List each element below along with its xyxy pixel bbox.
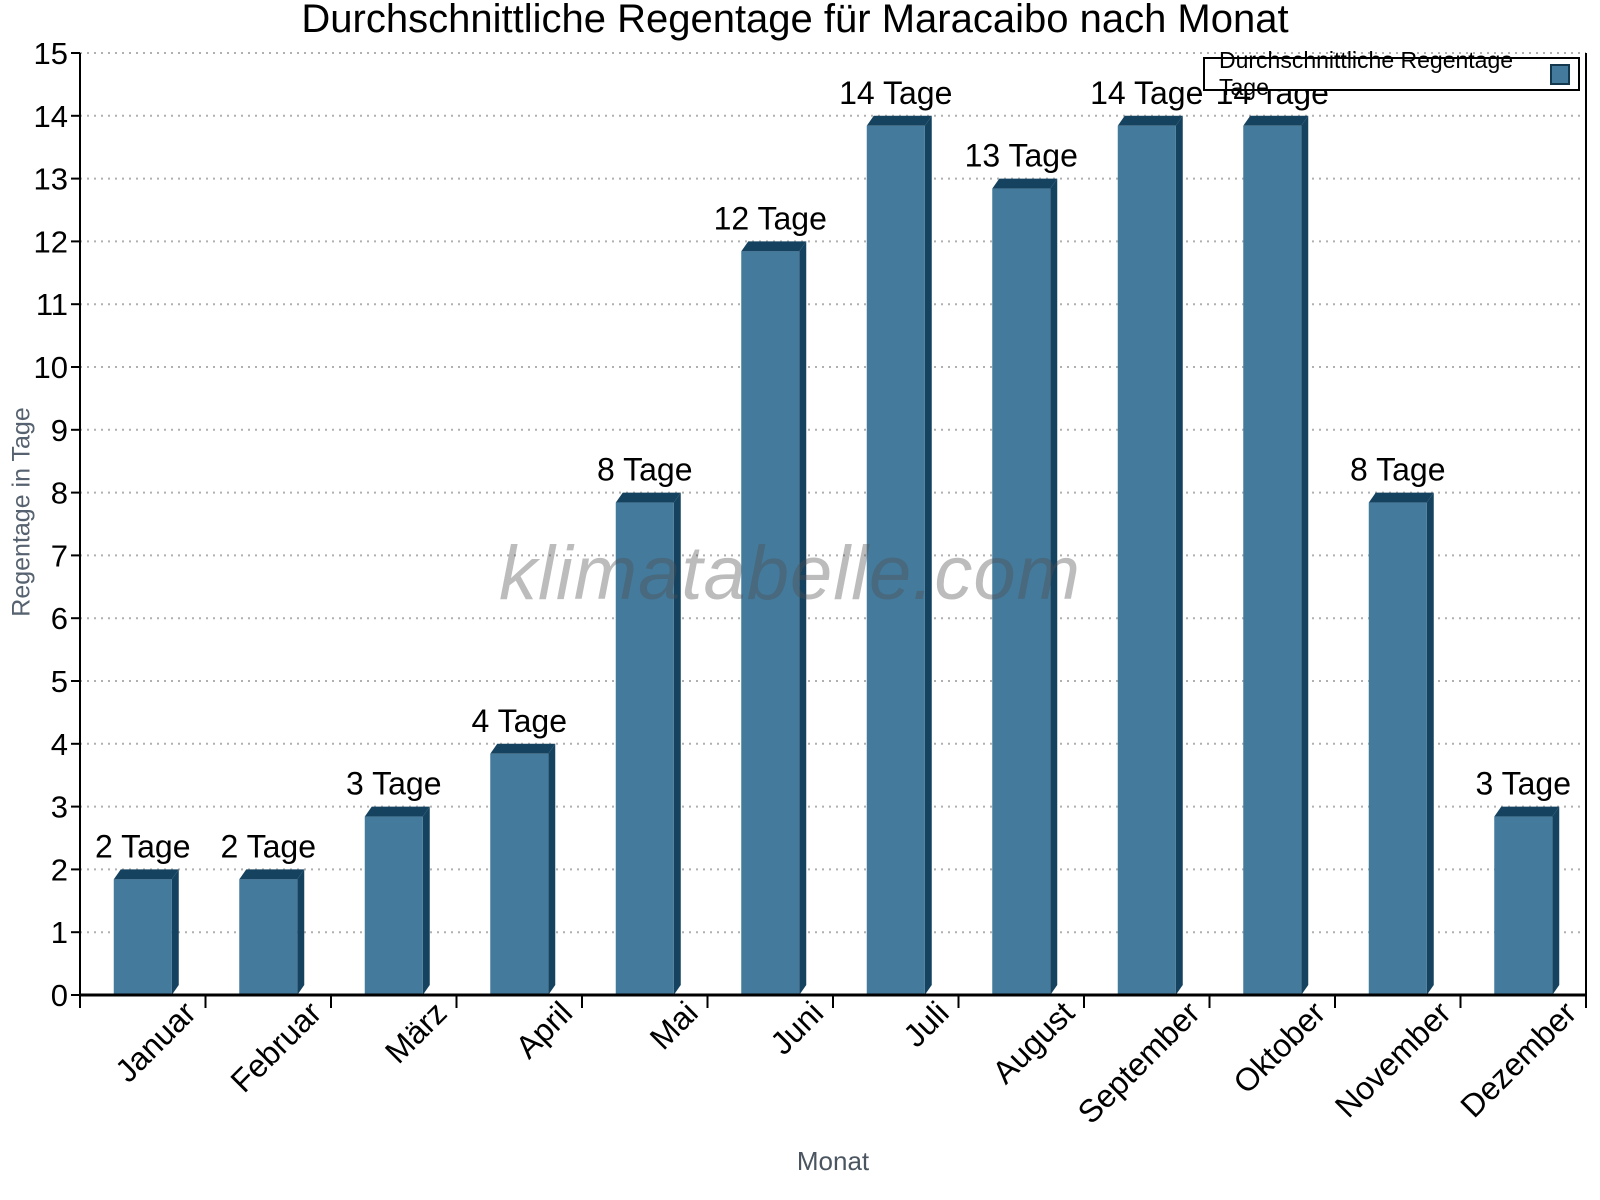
bar xyxy=(866,125,925,996)
x-category-label: November xyxy=(1328,994,1458,1124)
y-tick-label: 14 xyxy=(34,99,68,134)
x-category-label: Januar xyxy=(108,994,203,1089)
bar-top-face xyxy=(866,115,932,126)
legend-box: Durchschnittliche Regentage Tage xyxy=(1203,47,1580,100)
y-tick-label: 2 xyxy=(51,852,68,887)
x-category-label: Februar xyxy=(224,994,329,1099)
y-tick-label: 10 xyxy=(34,350,68,385)
y-tick-label: 15 xyxy=(34,36,68,71)
bar xyxy=(239,879,298,995)
bar-value-label: 3 Tage xyxy=(346,766,442,802)
chart-title: Durchschnittliche Regentage für Maracaib… xyxy=(301,0,1289,41)
bar-value-label: 4 Tage xyxy=(472,703,568,739)
y-tick-label: 12 xyxy=(34,224,68,259)
y-tick-label: 1 xyxy=(51,915,68,950)
bar xyxy=(490,753,549,995)
x-category-label: Juli xyxy=(896,994,955,1053)
bar-value-label: 13 Tage xyxy=(965,138,1078,174)
y-tick-label: 9 xyxy=(51,413,68,448)
bar xyxy=(1243,125,1302,996)
bar-side-face xyxy=(673,492,681,995)
bar-value-label: 12 Tage xyxy=(714,200,827,236)
y-tick-label: 3 xyxy=(51,790,68,825)
x-category-label: August xyxy=(985,994,1081,1090)
bar xyxy=(113,879,172,995)
bar-top-face xyxy=(490,743,556,754)
y-tick-label: 4 xyxy=(51,727,68,762)
bar xyxy=(1368,502,1427,995)
x-category-label: Dezember xyxy=(1453,994,1583,1124)
x-category-label: September xyxy=(1071,994,1207,1130)
bar xyxy=(615,502,674,995)
bar-top-face xyxy=(615,492,681,503)
legend-color-swatch xyxy=(1549,63,1570,85)
bar-side-face xyxy=(1301,115,1309,996)
bar-top-face xyxy=(1494,806,1560,817)
y-tick-label: 5 xyxy=(51,664,68,699)
bar-side-face xyxy=(171,869,179,995)
bar-top-face xyxy=(992,178,1058,189)
bar xyxy=(1117,125,1176,996)
bar-value-label: 3 Tage xyxy=(1476,766,1572,802)
legend-label: Durchschnittliche Regentage Tage xyxy=(1219,47,1514,100)
y-tick-label: 0 xyxy=(51,978,68,1013)
x-category-label: April xyxy=(508,994,579,1065)
y-tick-label: 6 xyxy=(51,601,68,636)
bar-top-face xyxy=(1117,115,1183,126)
bar-top-face xyxy=(239,869,305,880)
x-axis-title: Monat xyxy=(796,1146,870,1176)
y-tick-label: 13 xyxy=(34,162,68,197)
x-category-label: Juni xyxy=(763,994,830,1061)
y-tick-label: 8 xyxy=(51,476,68,511)
bar-side-face xyxy=(1175,115,1183,996)
bar-top-face xyxy=(1368,492,1434,503)
bar-side-face xyxy=(924,115,932,996)
y-tick-label: 11 xyxy=(36,287,68,322)
x-category-label: Mai xyxy=(643,994,705,1056)
bar-value-label: 2 Tage xyxy=(221,828,317,864)
bar-side-face xyxy=(422,806,430,995)
bar-side-face xyxy=(1050,178,1058,996)
bar-top-face xyxy=(1243,115,1309,126)
bar-value-label: 8 Tage xyxy=(597,452,693,488)
bar-side-face xyxy=(548,743,556,995)
bar xyxy=(1494,816,1553,995)
bar xyxy=(364,816,423,995)
bar xyxy=(741,251,800,995)
bar-top-face xyxy=(741,241,807,252)
bar-side-face xyxy=(297,869,305,995)
y-tick-label: 7 xyxy=(51,538,68,573)
bar-top-face xyxy=(113,869,179,880)
bar xyxy=(992,188,1051,996)
x-category-label: Oktober xyxy=(1226,994,1332,1100)
y-axis-title: Regentage in Tage xyxy=(7,407,36,617)
bar-side-face xyxy=(1426,492,1434,995)
bar-side-face xyxy=(1552,806,1560,995)
bar-top-face xyxy=(364,806,430,817)
bar-value-label: 8 Tage xyxy=(1350,452,1446,488)
watermark: klimatabelle.com xyxy=(499,531,1081,616)
x-category-label: März xyxy=(378,994,454,1070)
bar-value-label: 14 Tage xyxy=(839,75,952,111)
bar-value-label: 14 Tage xyxy=(1090,75,1203,111)
bar-side-face xyxy=(799,241,807,995)
bar-value-label: 2 Tage xyxy=(95,828,191,864)
